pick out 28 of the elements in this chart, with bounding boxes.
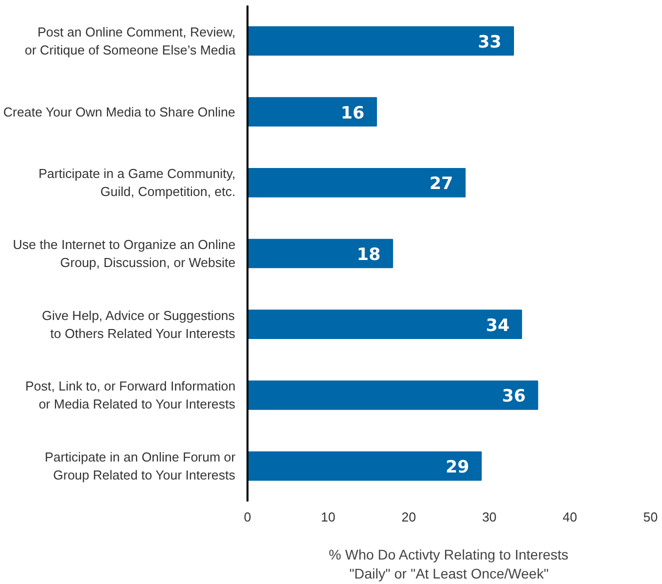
bar [248,238,394,268]
y-tick-label: Participate in an Online Forum or Group Related to Your Interests [44,450,236,483]
x-tick-label: 10 [320,510,336,524]
bar [248,26,514,56]
bar [248,380,538,410]
bar [248,451,482,481]
y-tick-label: Use the Internet to Organize an Online Group, Discussion, or Website [12,237,236,270]
y-tick-label: Create Your Own Media to Share Online [3,104,236,120]
x-tick-label: 30 [482,510,497,524]
y-tick-label: Participate in a Game Community, Guild, Competition, etc. [38,166,236,200]
data-label: 34 [486,316,510,336]
y-tick-label: Post an Online Comment, Review, or Critique of Someone Else’s Media [24,24,236,58]
y-tick-label: Post, Link to, or Forward Information or Media Related to Your Interests [25,378,236,412]
data-label: 29 [446,458,470,478]
x-tick-label: 40 [562,510,578,524]
data-label: 33 [478,32,502,52]
data-label: 18 [356,245,381,265]
bar [248,310,522,340]
data-label: 36 [502,386,526,407]
data-label: 16 [340,103,364,124]
x-axis-title: % Who Do Activty Relating to Interests "Daily" or "At Least Once/Week" [328,546,568,582]
bar [248,168,466,198]
y-tick-label: Give Help, Advice or Suggestions to Others Related Your Interests [42,308,236,341]
x-tick-label: 50 [643,510,658,524]
x-tick-label: 0 [244,510,252,524]
x-tick-label: 20 [401,510,416,524]
bar [248,97,377,126]
data-label: 27 [429,174,454,194]
